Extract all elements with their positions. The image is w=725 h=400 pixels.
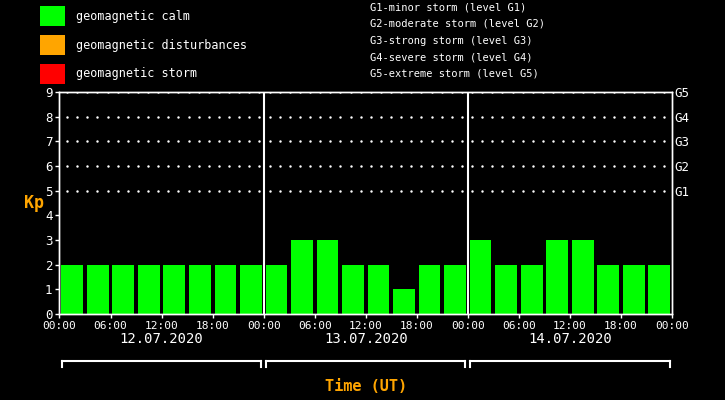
- Bar: [342, 265, 364, 314]
- Text: G5-extreme storm (level G5): G5-extreme storm (level G5): [370, 69, 539, 79]
- Bar: [189, 265, 211, 314]
- Text: 13.07.2020: 13.07.2020: [324, 332, 407, 346]
- Bar: [138, 265, 160, 314]
- FancyBboxPatch shape: [40, 35, 65, 55]
- Bar: [623, 265, 645, 314]
- Text: geomagnetic disturbances: geomagnetic disturbances: [76, 38, 247, 52]
- FancyBboxPatch shape: [40, 64, 65, 84]
- Bar: [470, 240, 492, 314]
- Text: G1-minor storm (level G1): G1-minor storm (level G1): [370, 2, 526, 12]
- Bar: [265, 265, 287, 314]
- Bar: [547, 240, 568, 314]
- Text: geomagnetic calm: geomagnetic calm: [76, 10, 190, 23]
- FancyBboxPatch shape: [40, 6, 65, 26]
- Text: G4-severe storm (level G4): G4-severe storm (level G4): [370, 52, 532, 62]
- Bar: [62, 265, 83, 314]
- Bar: [393, 289, 415, 314]
- Bar: [444, 265, 466, 314]
- Bar: [368, 265, 389, 314]
- Text: 14.07.2020: 14.07.2020: [528, 332, 612, 346]
- Bar: [87, 265, 109, 314]
- Bar: [291, 240, 312, 314]
- Bar: [240, 265, 262, 314]
- Bar: [572, 240, 594, 314]
- Bar: [163, 265, 185, 314]
- Bar: [648, 265, 670, 314]
- Bar: [419, 265, 440, 314]
- Bar: [495, 265, 517, 314]
- Text: G3-strong storm (level G3): G3-strong storm (level G3): [370, 36, 532, 46]
- Bar: [317, 240, 339, 314]
- Text: 12.07.2020: 12.07.2020: [120, 332, 204, 346]
- Bar: [597, 265, 619, 314]
- Y-axis label: Kp: Kp: [24, 194, 44, 212]
- Text: Time (UT): Time (UT): [325, 379, 407, 394]
- Text: G2-moderate storm (level G2): G2-moderate storm (level G2): [370, 19, 544, 29]
- Bar: [112, 265, 134, 314]
- Bar: [521, 265, 542, 314]
- Text: geomagnetic storm: geomagnetic storm: [76, 67, 197, 80]
- Bar: [215, 265, 236, 314]
